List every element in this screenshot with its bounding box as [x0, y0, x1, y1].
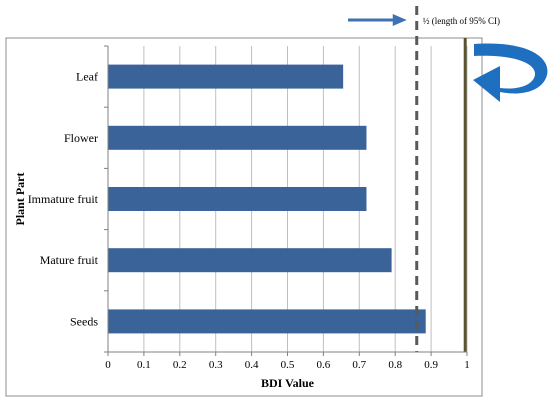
x-tick-label: 0.3 — [209, 359, 223, 371]
category-label: Immature fruit — [28, 192, 99, 206]
category-label: Mature fruit — [40, 253, 99, 267]
y-axis-title: Plant Part — [13, 173, 27, 226]
x-tick-label: 0.8 — [388, 359, 402, 371]
x-tick-label: 0.5 — [281, 359, 295, 371]
labels: 0 0.1 0.2 0.3 0.4 0.5 0.6 0.7 0.8 0.9 1 Leaf Flower I… — [13, 70, 470, 390]
category-label: Leaf — [76, 70, 98, 84]
ci-arrow-head — [392, 14, 407, 26]
bar — [108, 187, 367, 211]
annotations: ½ (length of 95% CI) — [348, 14, 548, 102]
x-tick-label: 1 — [464, 359, 470, 371]
x-axis-title: BDI Value — [261, 376, 315, 390]
bar — [108, 64, 344, 89]
axes — [104, 45, 468, 356]
x-tick-label: 0.4 — [245, 359, 259, 371]
bar — [108, 125, 367, 150]
curved-arrow-head — [473, 66, 500, 102]
x-tick-label: 0.9 — [424, 359, 438, 371]
x-tick-label: 0.2 — [173, 359, 187, 371]
chart-frame — [5, 37, 483, 397]
bar — [108, 309, 426, 334]
bars — [108, 64, 426, 334]
ci-note-label: ½ (length of 95% CI) — [423, 16, 500, 26]
category-label: Flower — [64, 131, 98, 145]
x-tick-label: 0 — [105, 359, 111, 371]
x-tick-label: 0.7 — [352, 359, 366, 371]
x-tick-label: 0.1 — [137, 359, 151, 371]
category-label: Seeds — [70, 314, 98, 328]
bar — [108, 248, 392, 273]
x-tick-label: 0.6 — [317, 359, 331, 371]
curved-arrow-band — [474, 43, 548, 94]
reference-lines — [415, 6, 467, 352]
